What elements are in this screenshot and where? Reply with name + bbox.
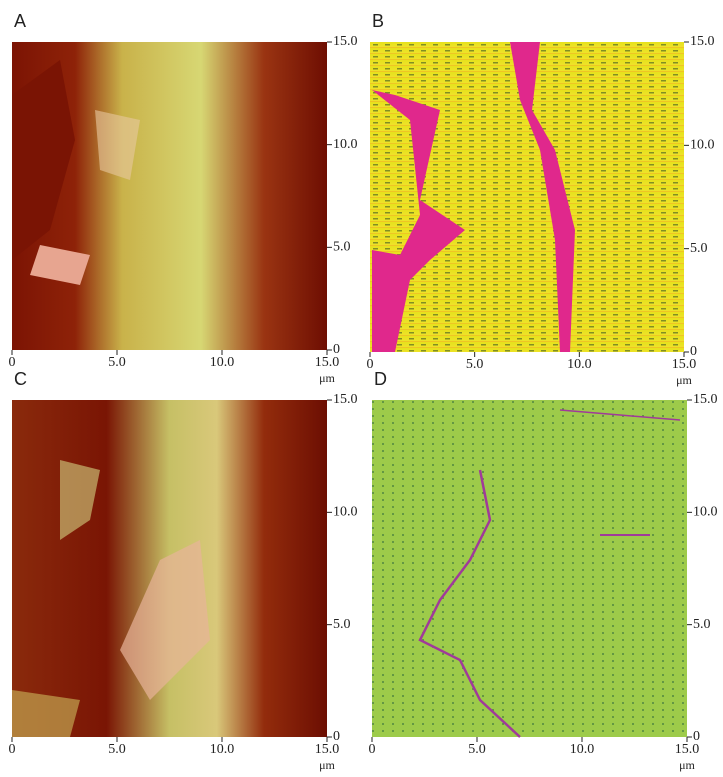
afm-image-d <box>372 400 687 737</box>
afm-image-a <box>12 42 327 350</box>
x-tick-label: 15.0 <box>675 742 700 757</box>
afm-image-b <box>370 42 684 352</box>
y-tick-label: 15.0 <box>333 34 358 49</box>
y-tick-label: 10.0 <box>333 505 358 520</box>
y-tick-label: 10.0 <box>333 137 358 152</box>
panel-label: D <box>374 369 387 389</box>
panel-label: B <box>372 11 384 31</box>
x-tick-label: 5.0 <box>466 357 484 372</box>
x-tick-label: 0 <box>367 357 374 372</box>
y-tick-label: 10.0 <box>693 505 718 520</box>
y-tick-label: 0 <box>333 729 340 744</box>
y-tick-label: 0 <box>690 344 697 359</box>
panel-label: C <box>14 369 27 389</box>
y-tick-label: 10.0 <box>690 138 715 153</box>
x-tick-label: 10.0 <box>570 742 595 757</box>
x-unit: μm <box>319 758 335 772</box>
panel-label: A <box>14 11 26 31</box>
y-tick-label: 15.0 <box>693 392 718 407</box>
y-tick-label: 5.0 <box>693 617 711 632</box>
y-tick-label: 5.0 <box>333 240 351 255</box>
y-tick-label: 5.0 <box>690 241 708 256</box>
afm-image-c <box>12 400 327 737</box>
x-tick-label: 0 <box>369 742 376 757</box>
x-tick-label: 10.0 <box>567 357 592 372</box>
x-tick-label: 0 <box>9 742 16 757</box>
x-unit: μm <box>319 371 335 385</box>
x-tick-label: 15.0 <box>672 357 697 372</box>
x-tick-label: 5.0 <box>108 355 126 370</box>
x-tick-label: 5.0 <box>468 742 486 757</box>
x-tick-label: 15.0 <box>315 742 340 757</box>
x-unit: μm <box>676 373 692 387</box>
x-tick-label: 10.0 <box>210 742 235 757</box>
x-unit: μm <box>679 758 695 772</box>
y-tick-label: 15.0 <box>690 34 715 49</box>
x-tick-label: 5.0 <box>108 742 126 757</box>
y-tick-label: 5.0 <box>333 617 351 632</box>
y-tick-label: 0 <box>333 342 340 357</box>
x-tick-label: 10.0 <box>210 355 235 370</box>
y-tick-label: 0 <box>693 729 700 744</box>
y-tick-label: 15.0 <box>333 392 358 407</box>
figure: A05.010.015.005.010.015.0μmB05.010.015.0… <box>0 0 723 777</box>
x-tick-label: 15.0 <box>315 355 340 370</box>
